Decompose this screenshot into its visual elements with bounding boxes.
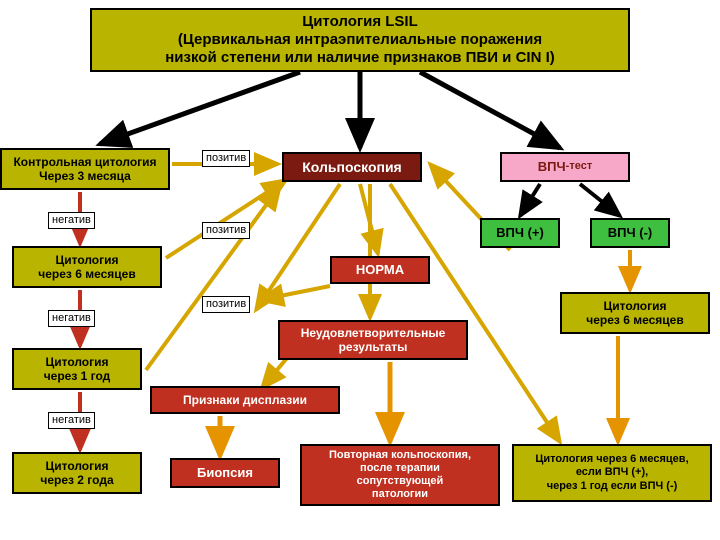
label-pos1: позитив <box>202 150 250 167</box>
node-unsat: Неудовлетворительныерезультаты <box>278 320 468 360</box>
text: Повторная кольпоскопия,после терапиисопу… <box>329 449 471 502</box>
node-cyto6m_left: Цитологиячерез 6 месяцев <box>12 246 162 288</box>
text: Признаки дисплазии <box>183 393 307 407</box>
arrow <box>166 180 286 258</box>
label-pos2: позитив <box>202 222 250 239</box>
text: Цитология через 6 месяцев,если ВПЧ (+),ч… <box>535 453 688 493</box>
text: Неудовлетворительныерезультаты <box>301 326 446 355</box>
text: Контрольная цитологияЧерез 3 месяца <box>13 155 156 184</box>
node-cyto6m1y: Цитология через 6 месяцев,если ВПЧ (+),ч… <box>512 444 712 502</box>
text: Цитология LSIL(Цервикальная интраэпители… <box>165 13 555 67</box>
node-cyto2y: Цитологиячерез 2 года <box>12 452 142 494</box>
text: -тест <box>566 160 593 173</box>
arrow <box>420 72 560 148</box>
text: Цитологиячерез 6 месяцев <box>38 253 135 282</box>
arrow <box>360 184 378 254</box>
text: Биопсия <box>197 465 253 481</box>
text: Цитологиячерез 2 года <box>40 459 113 488</box>
node-repeatColpo: Повторная кольпоскопия,после терапиисопу… <box>300 444 500 506</box>
arrow <box>580 184 620 216</box>
node-ctrl3m: Контрольная цитологияЧерез 3 месяца <box>0 148 170 190</box>
node-hpvPos: ВПЧ (+) <box>480 218 560 248</box>
node-biopsy: Биопсия <box>170 458 280 488</box>
node-hpvTest: ВПЧ-тест <box>500 152 630 182</box>
text: НОРМА <box>356 262 404 278</box>
text: ВПЧ (+) <box>496 225 544 241</box>
text: ВПЧ <box>538 159 566 175</box>
arrow <box>260 286 330 300</box>
node-title: Цитология LSIL(Цервикальная интраэпители… <box>90 8 630 72</box>
node-hpvNeg: ВПЧ (-) <box>590 218 670 248</box>
node-cyto1y: Цитологиячерез 1 год <box>12 348 142 390</box>
label-pos3: позитив <box>202 296 250 313</box>
label-neg3: негатив <box>48 412 95 429</box>
node-dysplasia: Признаки дисплазии <box>150 386 340 414</box>
arrow <box>520 184 540 216</box>
arrow <box>146 186 280 370</box>
node-norma: НОРМА <box>330 256 430 284</box>
text: Цитологиячерез 1 год <box>44 355 111 384</box>
text: Кольпоскопия <box>302 159 401 176</box>
text: ВПЧ (-) <box>608 225 652 241</box>
arrow <box>256 184 340 310</box>
node-colpo: Кольпоскопия <box>282 152 422 182</box>
arrow <box>100 72 300 144</box>
node-cyto6m_right: Цитологиячерез 6 месяцев <box>560 292 710 334</box>
label-neg2: негатив <box>48 310 95 327</box>
label-neg1: негатив <box>48 212 95 229</box>
text: Цитологиячерез 6 месяцев <box>586 299 683 328</box>
